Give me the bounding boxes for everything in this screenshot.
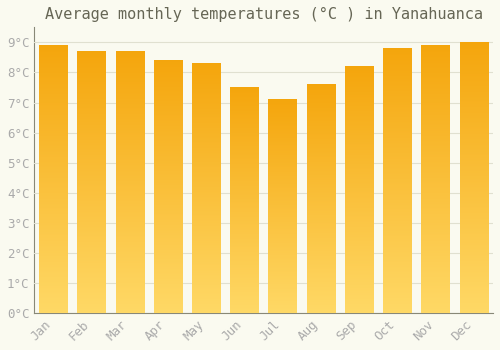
Title: Average monthly temperatures (°C ) in Yanahuanca: Average monthly temperatures (°C ) in Ya… [44,7,482,22]
